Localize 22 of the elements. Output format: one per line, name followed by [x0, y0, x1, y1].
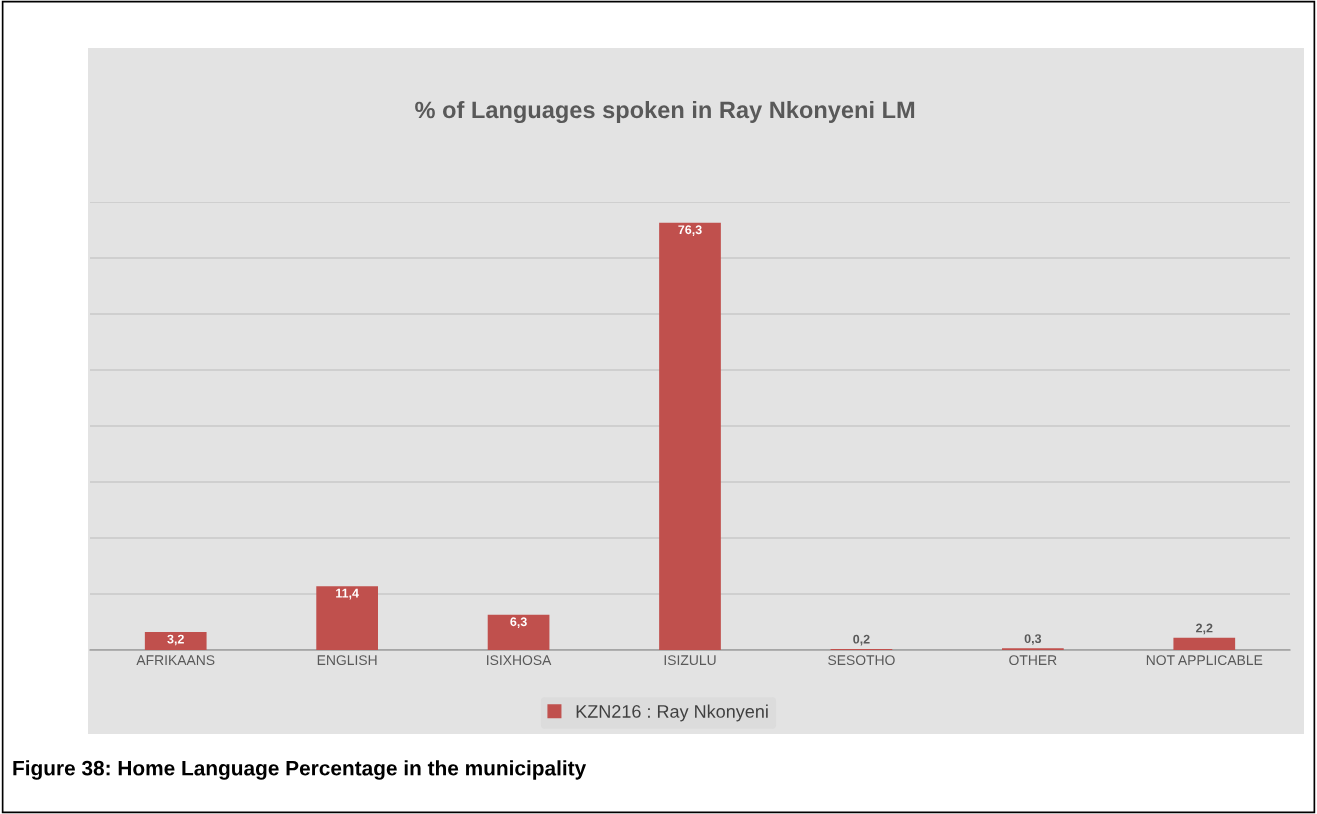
x-tick-label: ENGLISH: [317, 655, 377, 666]
data-label: 0,3: [1024, 634, 1042, 645]
bar: [659, 222, 721, 650]
caption: Figure 38: Home Language Percentage in the municipality: [13, 760, 587, 780]
data-label: 6,3: [510, 617, 527, 628]
x-tick-label: ISIXHOSA: [487, 655, 552, 666]
data-label: 11,4: [336, 588, 359, 600]
data-label: 3,2: [167, 634, 184, 646]
legend-label: KZN216 : Ray Nkonyeni: [576, 704, 768, 722]
bar: [1173, 637, 1236, 650]
x-tick-label: NOT APPLICABLE: [1146, 655, 1263, 666]
x-tick-label: ISIZULU: [664, 655, 716, 666]
bar: [487, 614, 550, 650]
data-label: 76,3: [678, 225, 702, 236]
x-tick-label: SESOTHO: [828, 655, 895, 666]
x-tick-label: OTHER: [1009, 655, 1057, 666]
data-label: 0,2: [853, 634, 870, 646]
chart-title: % of Languages spoken in Ray Nkonyeni LM: [415, 100, 915, 124]
data-label: 2,2: [1196, 623, 1213, 635]
bar: [316, 586, 378, 650]
bar: [144, 632, 207, 650]
x-tick-label: AFRIKAANS: [136, 655, 215, 666]
